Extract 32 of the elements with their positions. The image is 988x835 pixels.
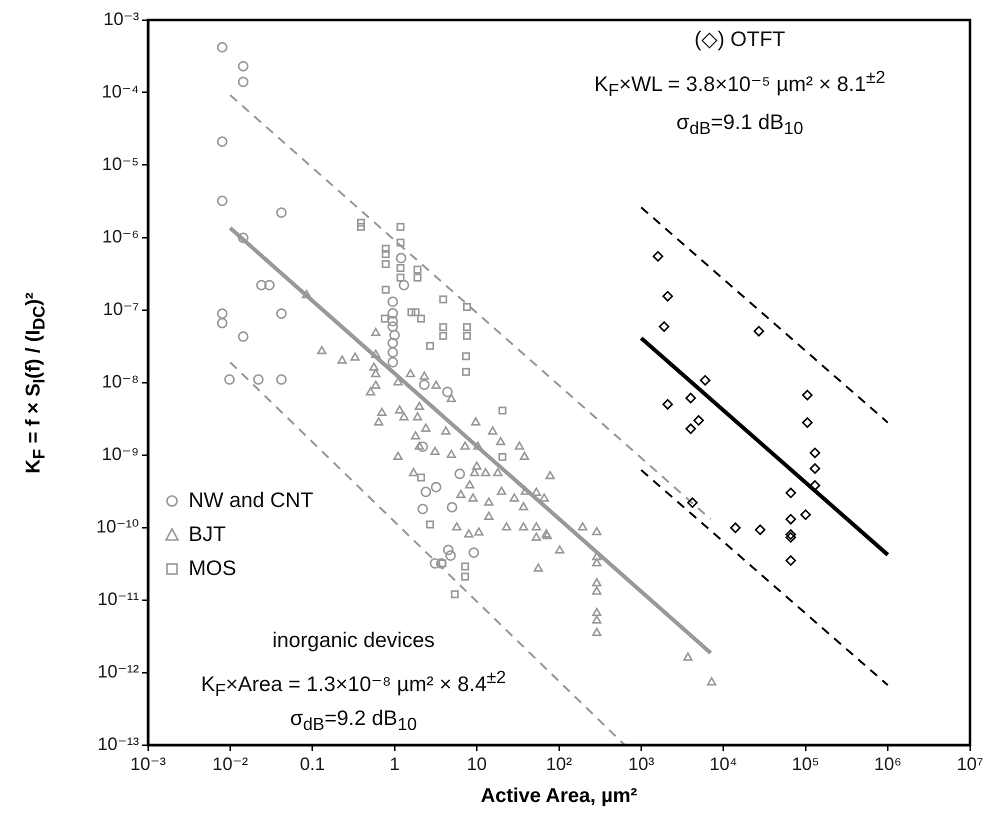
x-tick-label: 10² xyxy=(546,754,572,774)
y-tick-label: 10⁻⁵ xyxy=(102,154,139,174)
annotation: σ$_{dB}$=9.2 dB$_{10}$ xyxy=(290,707,417,736)
y-tick-label: 10⁻¹² xyxy=(97,661,139,682)
x-tick-label: 0.1 xyxy=(300,754,325,774)
x-tick-label: 10³ xyxy=(628,754,654,774)
legend-label: MOS xyxy=(188,557,236,581)
x-axis-title: Active Area, µm² xyxy=(480,785,638,808)
y-tick-label: 10⁻⁹ xyxy=(102,444,139,464)
x-tick-label: 10 xyxy=(466,754,487,774)
x-tick-label: 10⁷ xyxy=(956,754,984,774)
y-tick-label: 10⁻⁸ xyxy=(102,371,139,392)
annotation: σ$_{dB}$=9.1 dB$_{10}$ xyxy=(676,110,804,139)
y-tick-label: 10⁻¹¹ xyxy=(97,588,139,609)
legend-label: BJT xyxy=(188,523,226,547)
y-tick-label: 10⁻⁶ xyxy=(102,226,139,246)
x-tick-label: 10⁶ xyxy=(874,754,902,774)
x-tick-label: 10⁻² xyxy=(212,754,248,774)
x-tick-label: 10⁴ xyxy=(710,754,738,774)
annotation: (◇) OTFT xyxy=(694,27,786,52)
annotation: inorganic devices xyxy=(272,629,435,653)
annotation: K$_{F}$×Area = 1.3×10⁻⁸ µm² × 8.4$^{±2}$ xyxy=(201,667,506,702)
y-tick-label: 10⁻¹³ xyxy=(97,734,139,754)
x-tick-label: 10⁵ xyxy=(792,754,820,774)
annotation: K$_{F}$×WL = 3.8×10⁻⁵ µm² × 8.1$^{±2}$ xyxy=(594,67,886,102)
y-tick-label: 10⁻¹⁰ xyxy=(96,516,139,536)
y-tick-label: 10⁻⁷ xyxy=(102,298,139,319)
y-tick-label: 10⁻³ xyxy=(103,8,139,29)
legend-label: NW and CNT xyxy=(188,489,314,513)
x-tick-label: 10⁻³ xyxy=(130,754,166,774)
x-tick-label: 1 xyxy=(390,754,400,774)
y-tick-label: 10⁻⁴ xyxy=(102,81,139,102)
